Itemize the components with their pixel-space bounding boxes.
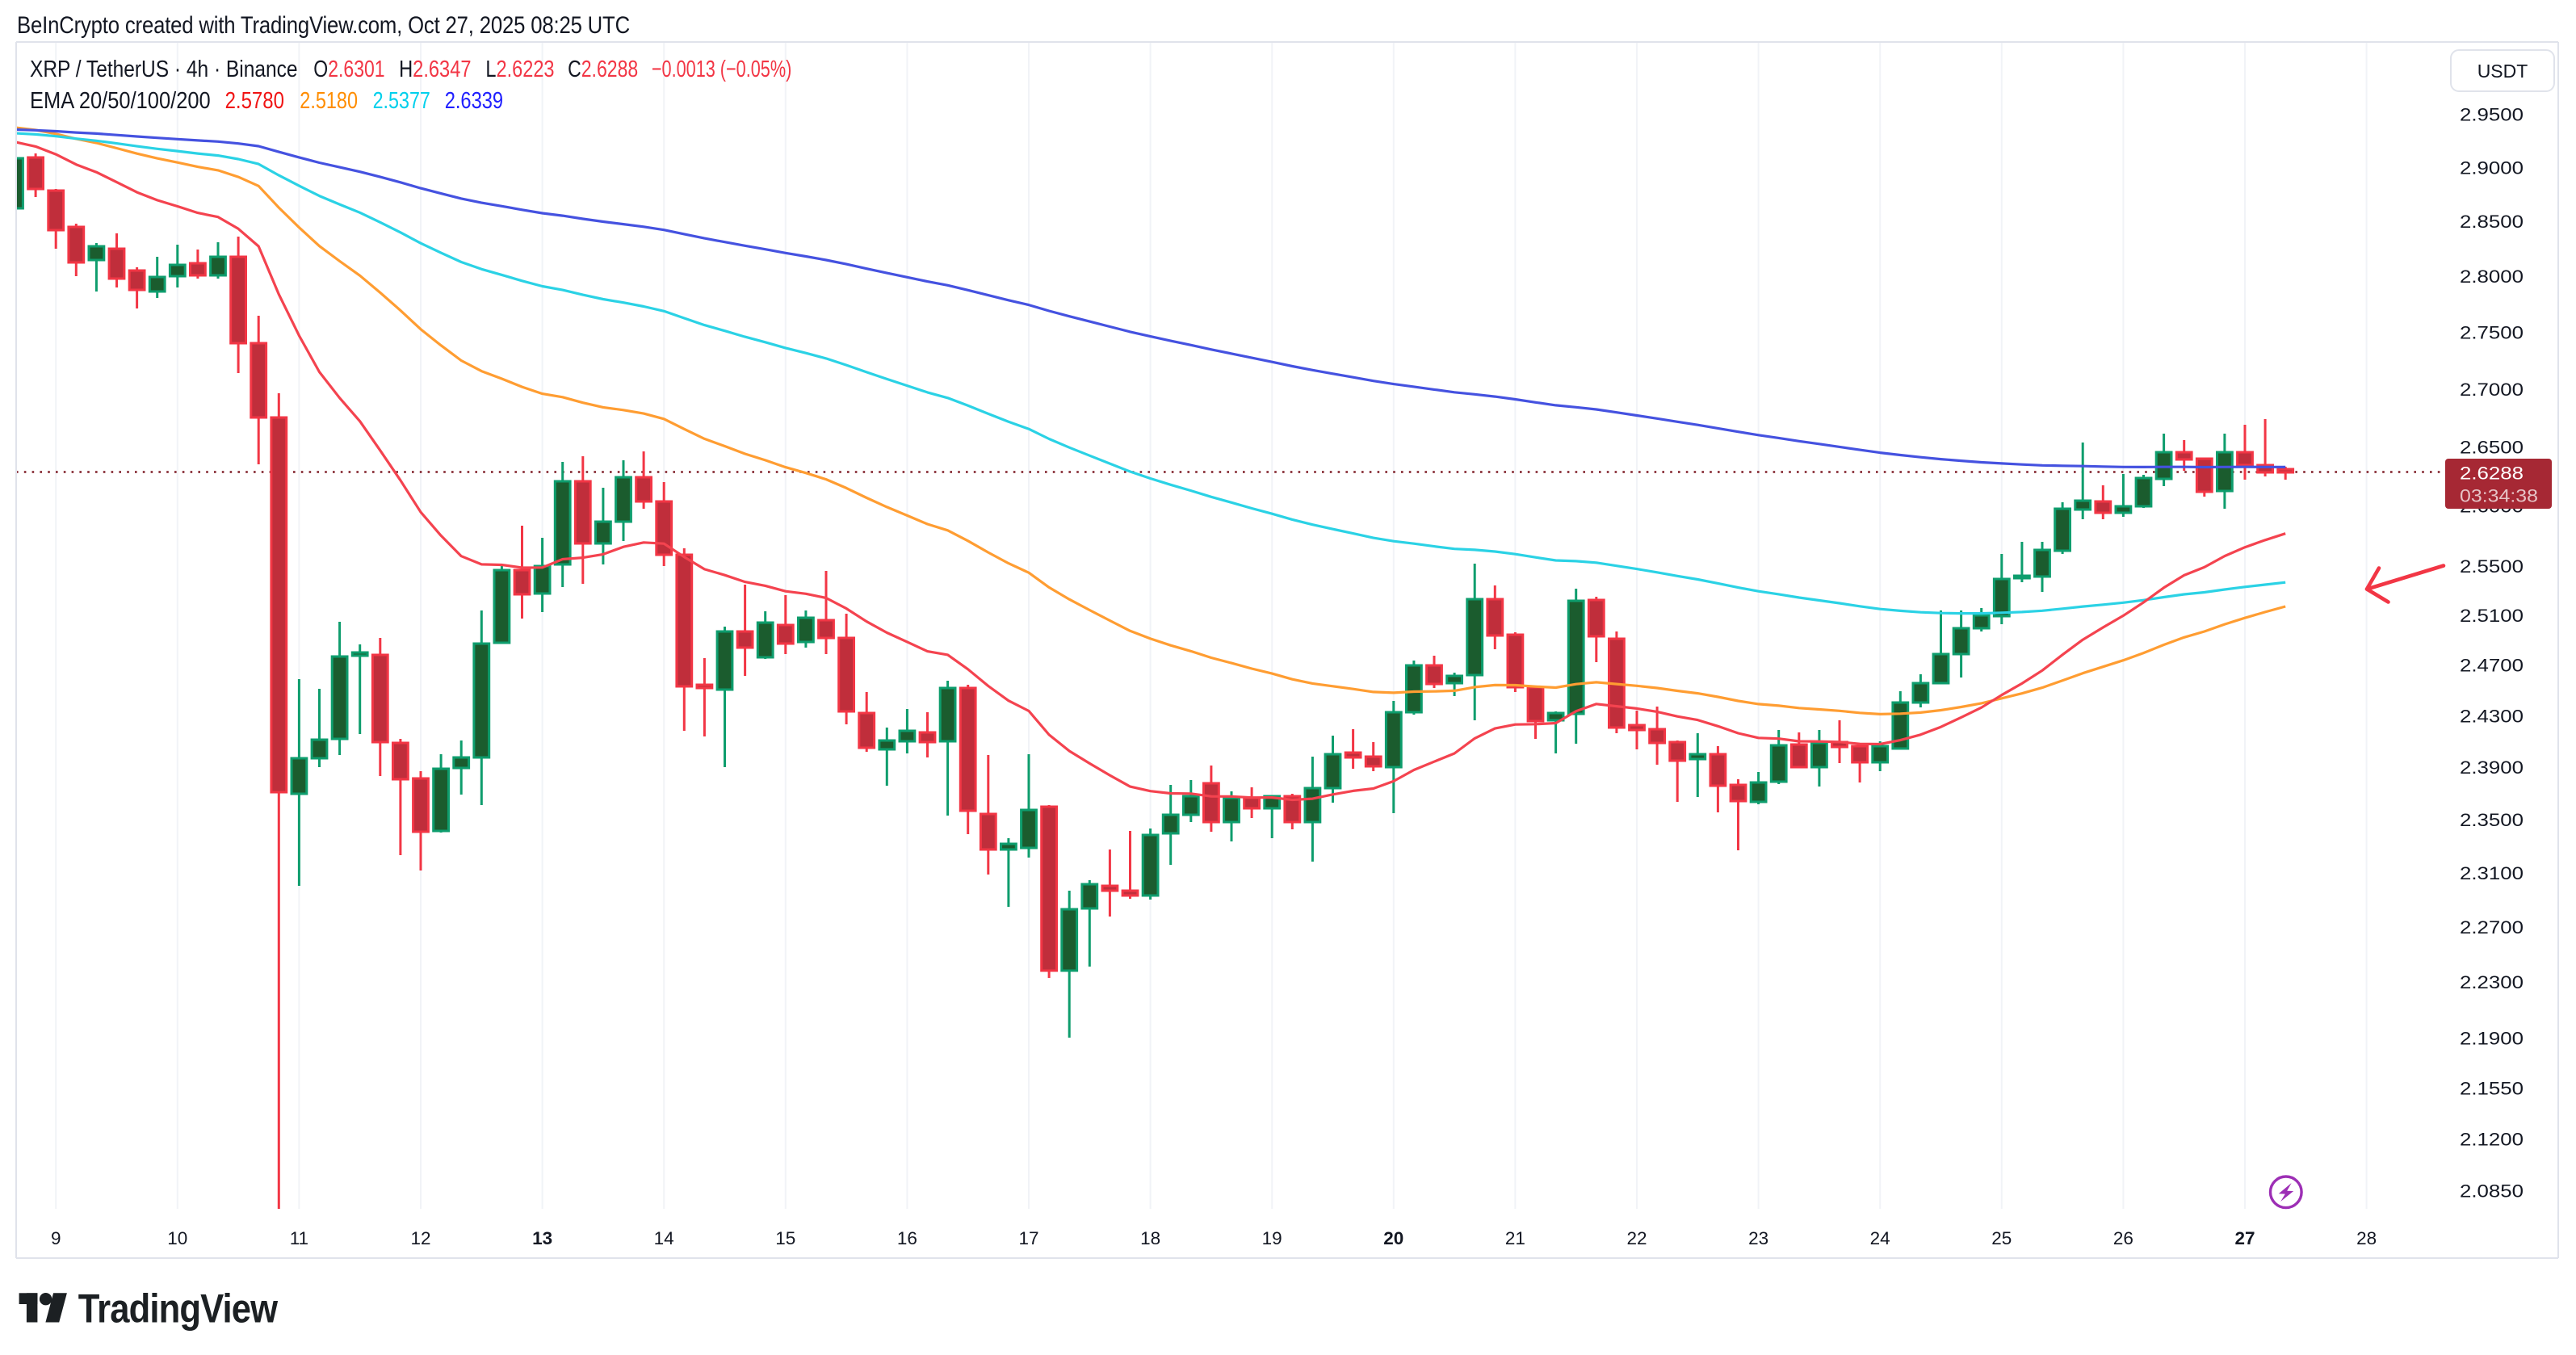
- svg-text:O2.6301: O2.6301: [313, 57, 384, 82]
- svg-text:25: 25: [1991, 1228, 2012, 1248]
- svg-text:16: 16: [897, 1228, 917, 1248]
- svg-text:2.4300: 2.4300: [2460, 706, 2524, 726]
- svg-text:2.6500: 2.6500: [2460, 438, 2524, 458]
- svg-text:03:34:38: 03:34:38: [2460, 486, 2538, 506]
- svg-text:2.0850: 2.0850: [2460, 1181, 2524, 1201]
- svg-text:2.1200: 2.1200: [2460, 1129, 2524, 1149]
- svg-text:14: 14: [654, 1228, 674, 1248]
- svg-text:24: 24: [1870, 1228, 1890, 1248]
- svg-text:23: 23: [1748, 1228, 1768, 1248]
- svg-text:2.8500: 2.8500: [2460, 212, 2524, 232]
- svg-text:−0.0013 (−0.05%): −0.0013 (−0.05%): [652, 57, 791, 82]
- svg-text:10: 10: [167, 1228, 187, 1248]
- svg-text:C2.6288: C2.6288: [568, 57, 638, 82]
- svg-text:12: 12: [410, 1228, 430, 1248]
- svg-text:2.7000: 2.7000: [2460, 380, 2524, 400]
- svg-text:19: 19: [1262, 1228, 1282, 1248]
- svg-text:2.6288: 2.6288: [2460, 464, 2524, 484]
- svg-text:18: 18: [1140, 1228, 1160, 1248]
- svg-text:2.6339: 2.6339: [445, 88, 503, 114]
- svg-text:26: 26: [2113, 1228, 2133, 1248]
- svg-text:2.1900: 2.1900: [2460, 1029, 2524, 1049]
- svg-text:2.4700: 2.4700: [2460, 656, 2524, 676]
- svg-text:2.2300: 2.2300: [2460, 972, 2524, 992]
- svg-text:BeInCrypto created with Tradin: BeInCrypto created with TradingView.com,…: [17, 12, 630, 39]
- svg-text:22: 22: [1626, 1228, 1647, 1248]
- svg-text:2.5377: 2.5377: [373, 88, 430, 114]
- svg-text:20: 20: [1383, 1228, 1403, 1248]
- svg-text:2.5780: 2.5780: [225, 88, 284, 114]
- svg-text:2.9500: 2.9500: [2460, 105, 2524, 125]
- svg-text:2.9000: 2.9000: [2460, 157, 2524, 178]
- svg-text:13: 13: [532, 1228, 552, 1248]
- svg-text:2.2700: 2.2700: [2460, 917, 2524, 938]
- svg-text:27: 27: [2234, 1228, 2255, 1248]
- svg-text:2.7500: 2.7500: [2460, 322, 2524, 342]
- svg-text:2.5500: 2.5500: [2460, 556, 2524, 577]
- svg-text:11: 11: [290, 1228, 308, 1248]
- svg-text:L2.6223: L2.6223: [485, 57, 554, 82]
- svg-text:15: 15: [775, 1228, 795, 1248]
- svg-text:TradingView: TradingView: [78, 1286, 278, 1332]
- svg-text:9: 9: [51, 1228, 61, 1248]
- svg-text:2.3900: 2.3900: [2460, 757, 2524, 778]
- svg-text:2.8000: 2.8000: [2460, 266, 2524, 287]
- svg-text:2.5100: 2.5100: [2460, 606, 2524, 626]
- svg-text:2.1550: 2.1550: [2460, 1079, 2524, 1099]
- svg-text:XRP / TetherUS · 4h · Binance: XRP / TetherUS · 4h · Binance: [30, 57, 298, 82]
- svg-text:21: 21: [1505, 1228, 1525, 1248]
- svg-text:EMA 20/50/100/200: EMA 20/50/100/200: [30, 88, 211, 114]
- svg-text:17: 17: [1018, 1228, 1038, 1248]
- svg-text:USDT: USDT: [2477, 61, 2528, 82]
- svg-text:2.3500: 2.3500: [2460, 810, 2524, 830]
- svg-text:2.5180: 2.5180: [300, 88, 358, 114]
- svg-text:28: 28: [2356, 1228, 2377, 1248]
- svg-text:H2.6347: H2.6347: [399, 57, 471, 82]
- svg-text:2.3100: 2.3100: [2460, 863, 2524, 883]
